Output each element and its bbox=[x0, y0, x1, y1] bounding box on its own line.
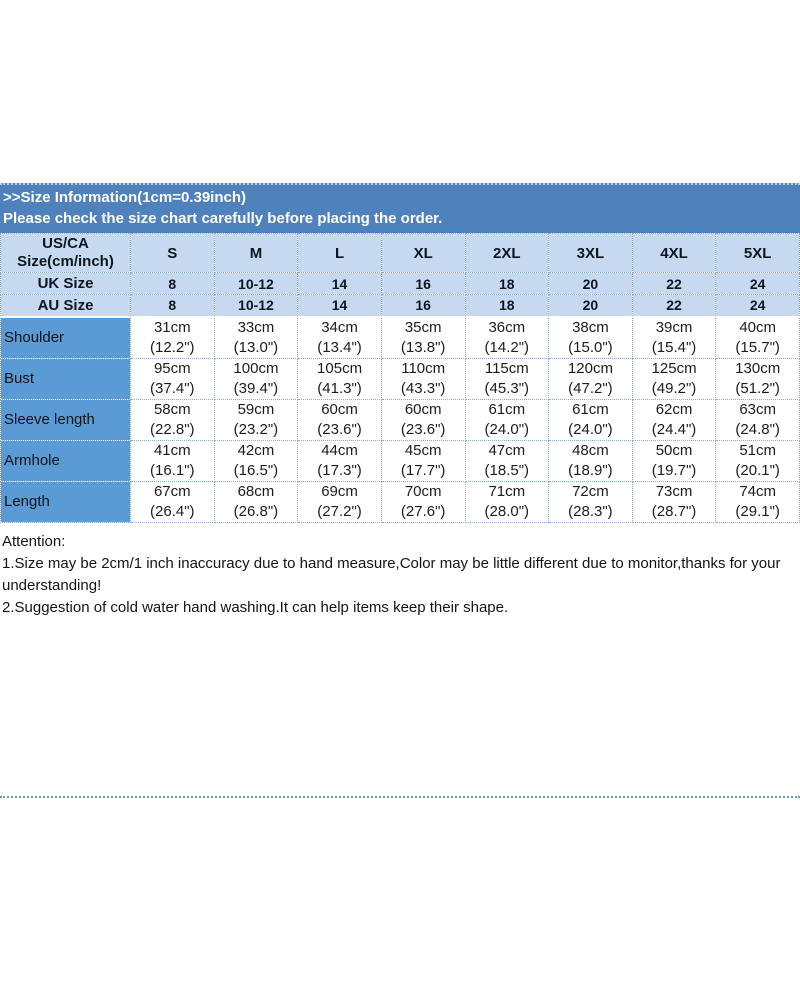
size-col-5xl: 5XL bbox=[715, 233, 800, 273]
uk-size-value: 16 bbox=[380, 272, 466, 295]
measure-cell: 47cm (18.5") bbox=[464, 439, 550, 482]
attention-section: Attention: 1.Size may be 2cm/1 inch inac… bbox=[0, 523, 800, 619]
measure-cell: 50cm (19.7") bbox=[631, 439, 717, 482]
uk-size-value: 20 bbox=[548, 272, 633, 295]
measure-cell: 45cm (17.7") bbox=[380, 439, 466, 482]
measure-cell: 130cm (51.2") bbox=[715, 357, 800, 400]
size-col-4xl: 4XL bbox=[631, 233, 717, 273]
banner-title: >>Size Information(1cm=0.39inch) bbox=[3, 189, 246, 206]
measure-cell: 115cm (45.3") bbox=[464, 357, 550, 400]
measure-cell: 60cm (23.6") bbox=[297, 398, 382, 441]
measure-cell: 36cm (14.2") bbox=[464, 316, 550, 359]
measure-cell: 31cm (12.2") bbox=[130, 316, 215, 359]
measure-cell: 68cm (26.8") bbox=[213, 480, 299, 523]
measurement-label-shoulder: Shoulder bbox=[0, 316, 131, 359]
measure-cell: 35cm (13.8") bbox=[380, 316, 466, 359]
bottom-dotted-divider bbox=[0, 796, 800, 798]
measure-cell: 125cm (49.2") bbox=[631, 357, 717, 400]
au-size-value: 16 bbox=[380, 294, 466, 318]
measure-cell: 39cm (15.4") bbox=[631, 316, 717, 359]
measure-cell: 73cm (28.7") bbox=[631, 480, 717, 523]
measure-cell: 62cm (24.4") bbox=[631, 398, 717, 441]
measure-cell: 63cm (24.8") bbox=[715, 398, 800, 441]
banner-subtitle: Please check the size chart carefully be… bbox=[3, 210, 443, 227]
measure-cell: 60cm (23.6") bbox=[380, 398, 466, 441]
measurement-label-length: Length bbox=[0, 480, 131, 523]
measure-cell: 71cm (28.0") bbox=[464, 480, 550, 523]
measure-cell: 95cm (37.4") bbox=[130, 357, 215, 400]
measurement-row-shoulder: Shoulder 31cm (12.2") 33cm (13.0") 34cm (13… bbox=[0, 316, 800, 359]
au-size-value: 10-12 bbox=[213, 294, 299, 318]
au-size-value: 22 bbox=[631, 294, 717, 318]
uk-size-value: 8 bbox=[130, 272, 215, 295]
measure-cell: 67cm (26.4") bbox=[130, 480, 215, 523]
measurement-row-sleeve-length: Sleeve length 58cm (22.8") 59cm (23.2") 60… bbox=[0, 398, 800, 441]
size-header-label: US/CA Size(cm/inch) bbox=[0, 233, 131, 273]
size-table: US/CA Size(cm/inch) S M L XL 2XL 3XL 4XL… bbox=[0, 233, 800, 523]
size-info-banner: >>Size Information(1cm=0.39inch) Please … bbox=[0, 183, 800, 233]
size-col-2xl: 2XL bbox=[464, 233, 550, 273]
au-size-value: 8 bbox=[130, 294, 215, 318]
measure-cell: 61cm (24.0") bbox=[464, 398, 550, 441]
measure-cell: 110cm (43.3") bbox=[380, 357, 466, 400]
measurement-label-bust: Bust bbox=[0, 357, 131, 400]
size-header-label-line2: Size(cm/inch) bbox=[17, 253, 114, 270]
measure-cell: 58cm (22.8") bbox=[130, 398, 215, 441]
uk-size-row: UK Size 8 10-12 14 16 18 20 22 24 bbox=[0, 272, 800, 295]
measure-cell: 70cm (27.6") bbox=[380, 480, 466, 523]
measure-cell: 51cm (20.1") bbox=[715, 439, 800, 482]
measure-cell: 72cm (28.3") bbox=[548, 480, 633, 523]
measure-cell: 48cm (18.9") bbox=[548, 439, 633, 482]
measure-cell: 44cm (17.3") bbox=[297, 439, 382, 482]
au-size-value: 18 bbox=[464, 294, 550, 318]
attention-note-2: 2.Suggestion of cold water hand washing.… bbox=[2, 598, 509, 616]
au-size-value: 24 bbox=[715, 294, 800, 318]
measure-cell: 120cm (47.2") bbox=[548, 357, 633, 400]
size-chart-page: >>Size Information(1cm=0.39inch) Please … bbox=[0, 183, 800, 983]
measure-cell: 34cm (13.4") bbox=[297, 316, 382, 359]
uk-size-value: 14 bbox=[297, 272, 382, 295]
uk-size-value: 22 bbox=[631, 272, 717, 295]
size-col-xl: XL bbox=[380, 233, 466, 273]
size-col-l: L bbox=[297, 233, 382, 273]
measurement-label-armhole: Armhole bbox=[0, 439, 131, 482]
uk-size-label: UK Size bbox=[0, 272, 131, 295]
measure-cell: 61cm (24.0") bbox=[548, 398, 633, 441]
uk-size-value: 24 bbox=[715, 272, 800, 295]
measurement-row-armhole: Armhole 41cm (16.1") 42cm (16.5") 44cm (17.… bbox=[0, 439, 800, 482]
attention-note-1: 1.Size may be 2cm/1 inch inaccuracy due … bbox=[2, 554, 781, 594]
measure-cell: 100cm (39.4") bbox=[213, 357, 299, 400]
measurement-label-sleeve-length: Sleeve length bbox=[0, 398, 131, 441]
measure-cell: 59cm (23.2") bbox=[213, 398, 299, 441]
measure-cell: 41cm (16.1") bbox=[130, 439, 215, 482]
measure-cell: 105cm (41.3") bbox=[297, 357, 382, 400]
measure-cell: 40cm (15.7") bbox=[715, 316, 800, 359]
au-size-value: 14 bbox=[297, 294, 382, 318]
size-col-3xl: 3XL bbox=[548, 233, 633, 273]
uk-size-value: 10-12 bbox=[213, 272, 299, 295]
measure-cell: 38cm (15.0") bbox=[548, 316, 633, 359]
size-col-m: M bbox=[213, 233, 299, 273]
measurement-row-length: Length 67cm (26.4") 68cm (26.8") 69cm (27.2… bbox=[0, 480, 800, 523]
au-size-label: AU Size bbox=[0, 294, 131, 318]
measure-cell: 69cm (27.2") bbox=[297, 480, 382, 523]
size-header-row: US/CA Size(cm/inch) S M L XL 2XL 3XL 4XL… bbox=[0, 233, 800, 273]
au-size-value: 20 bbox=[548, 294, 633, 318]
size-header-label-line1: US/CA bbox=[42, 235, 89, 252]
measure-cell: 74cm (29.1") bbox=[715, 480, 800, 523]
size-col-s: S bbox=[130, 233, 215, 273]
attention-title: Attention: bbox=[2, 532, 66, 550]
au-size-row: AU Size 8 10-12 14 16 18 20 22 24 bbox=[0, 294, 800, 318]
measure-cell: 42cm (16.5") bbox=[213, 439, 299, 482]
measure-cell: 33cm (13.0") bbox=[213, 316, 299, 359]
uk-size-value: 18 bbox=[464, 272, 550, 295]
measurement-row-bust: Bust 95cm (37.4") 100cm (39.4") 105cm (41.3… bbox=[0, 357, 800, 400]
